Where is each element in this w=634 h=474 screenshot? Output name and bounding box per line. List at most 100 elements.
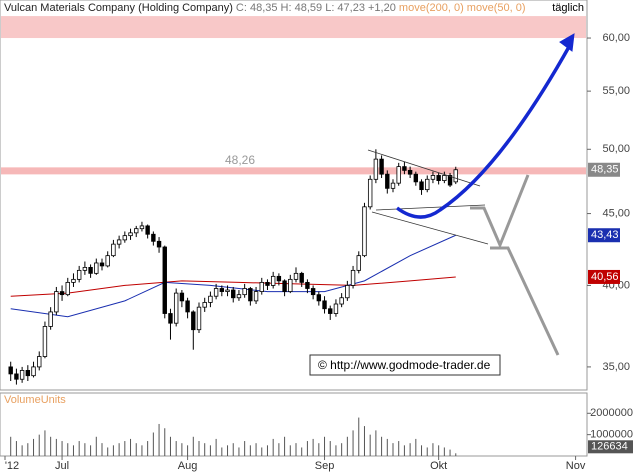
moving-average — [10, 234, 456, 318]
x-tick-label: Okt — [430, 460, 447, 472]
candle-body — [54, 291, 59, 313]
candle-body — [173, 292, 179, 324]
volume-last-label: 126634 — [591, 441, 628, 453]
moving-average — [10, 276, 456, 297]
candle-body — [402, 166, 407, 171]
candle-body — [25, 370, 31, 377]
candle-body — [419, 181, 424, 191]
candle-body — [288, 278, 293, 292]
candle-body — [88, 266, 93, 274]
candle-body — [94, 262, 99, 274]
candle-body — [37, 356, 42, 368]
volume-tick-label: 1000000 — [590, 429, 633, 441]
annotations — [367, 33, 575, 356]
candle-body — [453, 169, 458, 183]
candle-body — [367, 178, 373, 208]
x-tick-label: Aug — [178, 460, 198, 472]
candle-body — [242, 288, 247, 296]
volume-panel — [0, 392, 588, 457]
candle-body — [213, 288, 219, 297]
candle-body — [128, 232, 133, 237]
candle-body — [162, 246, 167, 314]
candle-body — [145, 225, 150, 235]
candle-body — [236, 294, 242, 299]
last-price-box — [588, 162, 620, 177]
scenario-line — [470, 174, 530, 249]
price-panel — [0, 0, 588, 391]
y-tick-label: 35,00 — [602, 361, 630, 373]
candle-body — [151, 233, 156, 242]
candle-body — [333, 303, 339, 314]
candle-body — [139, 225, 145, 230]
candle-body — [122, 235, 128, 241]
candle-body — [31, 366, 36, 377]
end-label-box — [588, 228, 620, 243]
target-zone — [1, 16, 586, 39]
candle-body — [270, 275, 276, 286]
trend-line — [371, 211, 489, 245]
candle-body — [156, 240, 162, 248]
candle-body — [42, 326, 48, 357]
candle-body — [99, 262, 105, 267]
x-tick-label: '12 — [5, 460, 19, 472]
trend-line — [367, 149, 481, 187]
candle-body — [265, 281, 270, 286]
candle-body — [339, 297, 344, 305]
candle-body — [282, 280, 287, 292]
end-label: 43,43 — [591, 229, 619, 241]
candle-body — [253, 291, 259, 302]
scenario-line — [490, 246, 560, 356]
candle-body — [293, 272, 299, 280]
candle-body — [328, 308, 333, 314]
candle-body — [185, 300, 190, 313]
candle-body — [362, 206, 367, 257]
period: täglich — [552, 2, 584, 14]
candle-body — [310, 288, 316, 296]
candle-body — [436, 175, 441, 181]
candle-body — [231, 289, 236, 299]
candle-body — [8, 366, 13, 375]
candle-body — [105, 255, 110, 267]
arrow-head — [559, 33, 575, 52]
candle-body — [111, 243, 116, 257]
candle-body — [425, 178, 430, 191]
y-tick-label: 55,00 — [602, 85, 630, 97]
candle-body — [196, 306, 202, 331]
candle-body — [82, 266, 88, 271]
last-price-label: 48,35 — [591, 164, 619, 176]
candle-body — [191, 311, 196, 331]
candle-body — [116, 239, 122, 245]
legend-entry: move(50, 0) — [467, 2, 526, 14]
candle-body — [430, 175, 436, 180]
candle-body — [305, 281, 310, 289]
candle-body — [225, 289, 230, 292]
candle-body — [248, 288, 253, 302]
candle-body — [59, 291, 65, 296]
candle-body — [179, 292, 185, 302]
candle-body — [356, 255, 361, 271]
candle-body — [76, 269, 82, 280]
candle-body — [259, 281, 264, 292]
end-label: 40,56 — [591, 271, 619, 283]
volume-title: VolumeUnits — [4, 394, 66, 406]
level-label: 48,26 — [225, 153, 255, 167]
volume-tick-label: 2000000 — [590, 407, 633, 419]
legend-entry: move(200, 0) — [399, 2, 464, 14]
candle-body — [65, 281, 70, 296]
candle-body — [345, 285, 350, 299]
chart-title: Vulcan Materials Company (Holding Compan… — [4, 2, 526, 14]
candle-body — [208, 295, 213, 303]
candle-body — [413, 173, 419, 183]
candle-body — [322, 300, 327, 310]
candle-body — [373, 158, 379, 180]
candle-body — [379, 158, 384, 175]
candle-body — [48, 311, 53, 327]
source-box — [309, 354, 501, 376]
candle-body — [390, 182, 396, 189]
end-label-box — [588, 269, 620, 284]
candle-body — [299, 272, 304, 283]
candle-body — [19, 370, 25, 380]
candle-body — [396, 166, 401, 184]
volume-last-box — [588, 440, 633, 454]
